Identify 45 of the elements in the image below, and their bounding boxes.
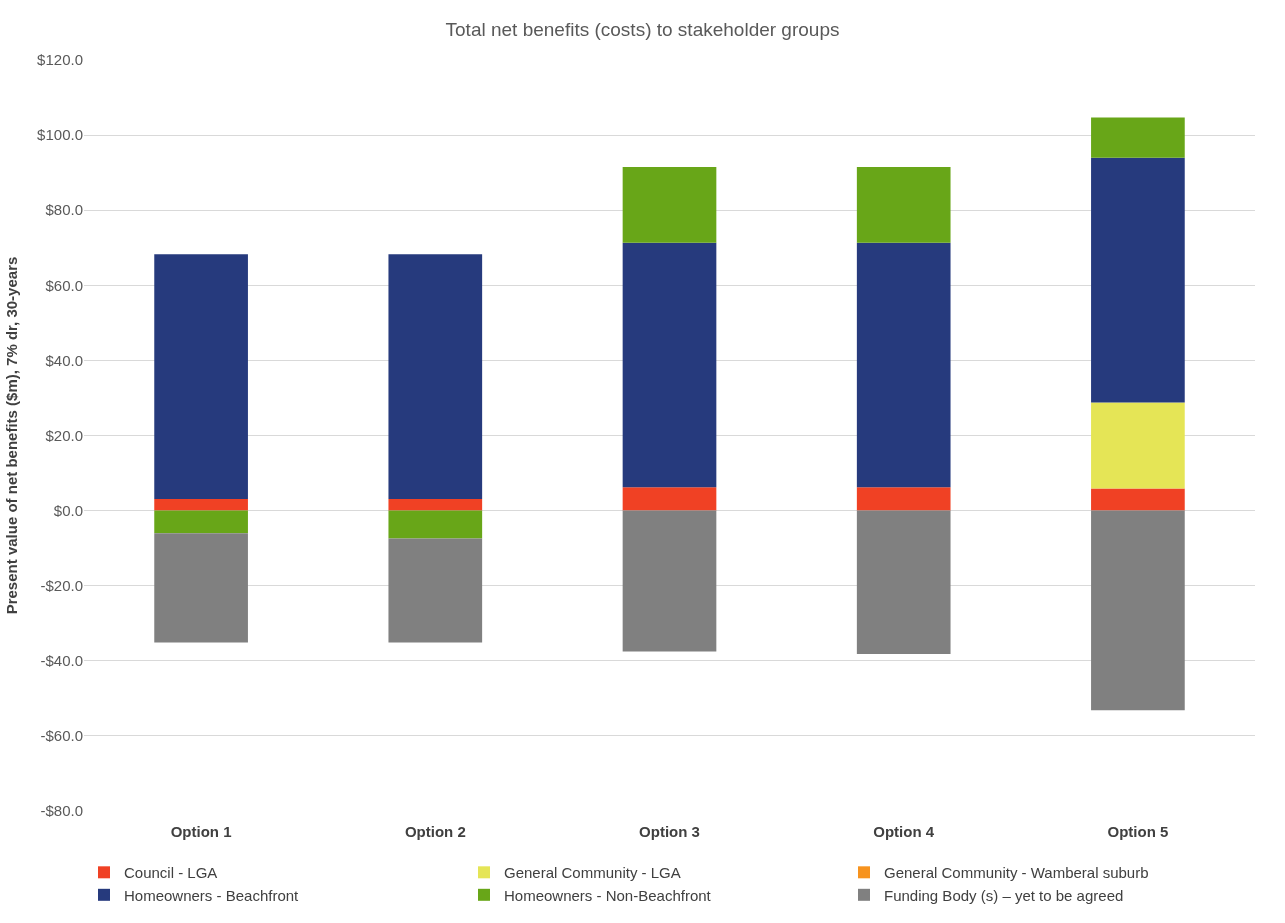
- x-tick-label: Option 3: [639, 823, 700, 840]
- bar: [388, 538, 483, 643]
- bar: [154, 498, 248, 511]
- legend-label: Homeowners - Beachfront: [124, 886, 300, 904]
- y-tick-label: $60.0: [45, 276, 83, 294]
- x-tick-label: Option 1: [170, 823, 232, 840]
- bar: [154, 254, 248, 499]
- bar: [1091, 117, 1185, 158]
- bar: [1091, 510, 1185, 711]
- x-tick-label: Option 5: [1107, 823, 1169, 840]
- legend-label: Funding Body (s) – yet to be agreed: [884, 886, 1124, 904]
- y-tick-label: -$80.0: [40, 802, 83, 820]
- bar: [856, 510, 951, 655]
- bar: [622, 242, 717, 488]
- bar: [388, 510, 483, 539]
- y-tick-label: $0.0: [53, 501, 83, 519]
- bar: [388, 498, 483, 511]
- y-tick-label: -$20.0: [40, 576, 83, 594]
- x-tick-label: Option 4: [873, 823, 935, 840]
- y-axis-title: Present value of net benefits ($m), 7% dr, 30-years: [3, 256, 21, 615]
- bar: [622, 487, 717, 511]
- bar: [388, 254, 483, 499]
- bar: [856, 242, 951, 488]
- legend-label: Homeowners - Non-Beachfront: [504, 886, 712, 904]
- bar: [1091, 402, 1185, 489]
- x-tick-label: Option 2: [404, 823, 466, 840]
- bar: [1091, 488, 1185, 511]
- y-tick-label: $20.0: [45, 426, 83, 444]
- y-tick-label: $40.0: [45, 351, 83, 369]
- y-tick-label: $100.0: [37, 126, 83, 144]
- chart-title: Total net benefits (costs) to stakeholder groups: [445, 19, 840, 41]
- legend-label: General Community - LGA: [504, 864, 681, 882]
- legend-label: General Community - Wamberal suburb: [884, 864, 1149, 882]
- bar: [856, 167, 951, 243]
- y-tick-label: $80.0: [45, 201, 83, 219]
- bar: [1091, 157, 1185, 403]
- bar: [856, 487, 951, 511]
- bar: [154, 533, 248, 643]
- y-tick-label: -$40.0: [40, 652, 83, 670]
- y-tick-label: -$60.0: [40, 727, 83, 745]
- legend-label: Council - LGA: [124, 864, 218, 882]
- bar: [622, 510, 717, 652]
- y-tick-label: $120.0: [37, 51, 83, 69]
- bar: [622, 167, 717, 243]
- bar: [154, 510, 248, 534]
